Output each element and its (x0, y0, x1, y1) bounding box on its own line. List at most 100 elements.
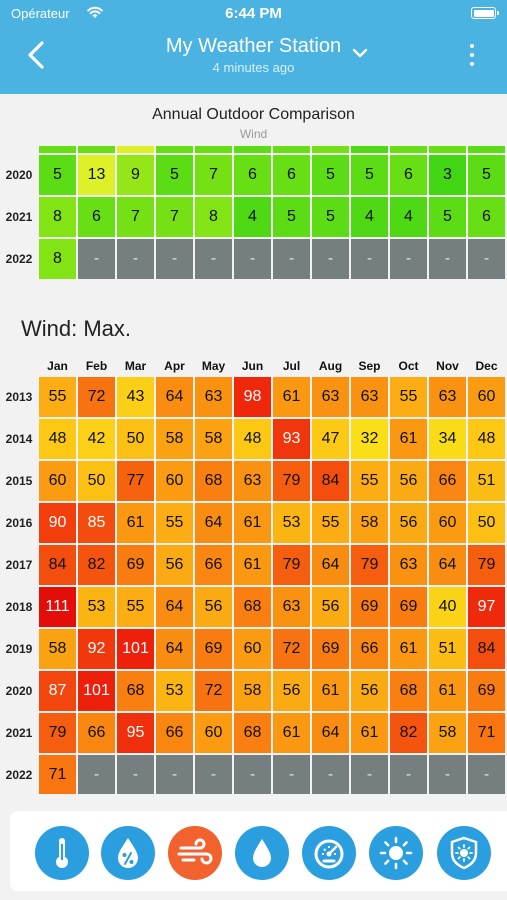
humidity-tab[interactable] (101, 826, 155, 880)
month-label: Feb (85, 359, 108, 373)
table-cell: 84 (312, 461, 349, 501)
table-cell: 6 (468, 197, 505, 237)
table-cell: - (468, 239, 505, 279)
table-cell: 69 (117, 545, 154, 585)
table-cell: 6 (78, 146, 115, 153)
table-cell: 64 (429, 545, 466, 585)
station-title-group[interactable]: My Weather Station 4 minutes ago (0, 35, 507, 75)
comparison-scroll-area[interactable]: 2019661366567466520205139576655635202186… (0, 146, 507, 794)
table-cell: 69 (312, 629, 349, 669)
table-cell: 60 (429, 503, 466, 543)
year-label: 2014 (5, 432, 33, 446)
table-cell: 93 (273, 419, 310, 459)
temperature-tab[interactable] (35, 826, 89, 880)
table-row-2013: 2013 55 72 43 64 63 98 61 63 63 55 63 60 (0, 377, 507, 417)
table-cell: 5 (312, 197, 349, 237)
table-cell: 84 (468, 629, 505, 669)
table-row-2016: 2016 90 85 61 55 64 61 53 55 58 56 60 50 (0, 503, 507, 543)
table-cell: 66 (156, 713, 193, 753)
table-cell: 60 (468, 377, 505, 417)
wind-tab[interactable] (168, 826, 222, 880)
table-cell: 69 (390, 587, 427, 627)
table-cell: 6 (273, 155, 310, 195)
table-cell: 79 (468, 545, 505, 585)
table-cell: 61 (234, 545, 271, 585)
pressure-tab[interactable] (302, 826, 356, 880)
table-cell: - (429, 755, 466, 794)
rain-tab[interactable] (235, 826, 289, 880)
table-cell: 13 (78, 155, 115, 195)
month-label: Aug (318, 359, 343, 373)
table-cell: - (390, 239, 427, 279)
table-cell: 53 (273, 503, 310, 543)
table-cell: 51 (429, 629, 466, 669)
table-cell: - (312, 755, 349, 794)
solar-tab[interactable] (369, 826, 423, 880)
year-label: 2019 (0, 146, 38, 153)
table-cell: 60 (195, 713, 232, 753)
table-cell: 97 (468, 587, 505, 627)
month-label: Oct (398, 359, 419, 373)
table-cell: 50 (78, 461, 115, 501)
app-header: Opérateur 6:44 PM My Weather Station 4 m… (0, 0, 507, 94)
table-cell: - (156, 239, 193, 279)
section-title: Annual Outdoor Comparison (152, 106, 355, 123)
table-cell: - (351, 239, 388, 279)
table-cell: 6 (78, 197, 115, 237)
table-cell: 61 (234, 503, 271, 543)
table-cell: 66 (195, 545, 232, 585)
table-cell: 71 (468, 713, 505, 753)
year-label: 2016 (5, 516, 33, 530)
month-label: Sep (358, 359, 381, 373)
shield-sun-icon (450, 836, 478, 870)
table-cell: 58 (39, 629, 76, 669)
table-cell: 56 (390, 503, 427, 543)
month-label: Jan (47, 359, 68, 373)
chevron-down-icon[interactable] (351, 46, 369, 60)
table-row-2015: 2015 60 50 77 60 68 63 79 84 55 56 66 51 (0, 461, 507, 501)
year-label: 2020 (5, 684, 33, 698)
table-cell: 85 (78, 503, 115, 543)
wifi-icon (87, 6, 103, 18)
table-cell: 68 (390, 671, 427, 711)
table-cell: 63 (390, 545, 427, 585)
table-cell: - (195, 755, 232, 794)
table-cell: 64 (156, 629, 193, 669)
table-cell: 66 (429, 461, 466, 501)
table-cell: 64 (156, 377, 193, 417)
more-options-icon[interactable] (463, 42, 481, 68)
table-cell: 6 (273, 146, 310, 153)
table-cell: 53 (78, 587, 115, 627)
table-cell: 51 (468, 461, 505, 501)
section-subtitle: Wind (239, 127, 268, 141)
table-cell: 63 (351, 377, 388, 417)
table-cell: - (273, 239, 310, 279)
last-updated-label: 4 minutes ago (212, 60, 295, 75)
table-cell: 7 (156, 197, 193, 237)
table-cell: 72 (195, 671, 232, 711)
month-header-row: Jan Feb Mar Apr May Jun Jul Aug Sep Oct Nov Dec (0, 359, 507, 379)
table-cell: 92 (78, 629, 115, 669)
year-label: 2021 (5, 210, 33, 224)
month-label: Nov (436, 359, 459, 373)
table-cell: 55 (156, 503, 193, 543)
table-cell: 50 (117, 419, 154, 459)
month-label: Mar (124, 359, 147, 373)
table-cell: 55 (39, 377, 76, 417)
table-row-2019: 2019 58 92 101 64 69 60 72 69 66 61 51 84 (0, 629, 507, 669)
uv-tab[interactable] (437, 826, 491, 880)
table-cell: 69 (468, 671, 505, 711)
table-cell: - (351, 755, 388, 794)
table-row-2022: 2022 71- - - - - - - - - - - (0, 755, 507, 794)
sun-icon (379, 836, 413, 870)
table-cell: 60 (156, 461, 193, 501)
table-cell: 56 (273, 671, 310, 711)
back-arrow-icon[interactable] (22, 38, 52, 72)
table-cell: 5 (273, 197, 310, 237)
table-cell: 60 (39, 461, 76, 501)
table-cell: 5 (312, 155, 349, 195)
table-cell: 4 (234, 197, 271, 237)
table-cell: 63 (273, 587, 310, 627)
table-cell: 6 (390, 146, 427, 153)
table-cell: - (312, 239, 349, 279)
